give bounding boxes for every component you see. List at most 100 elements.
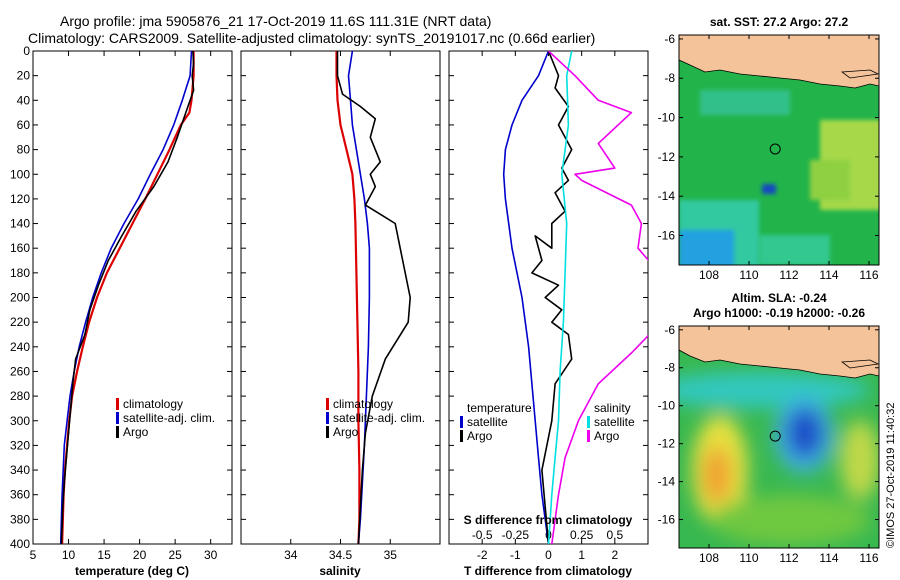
salinity-legend-swatch xyxy=(326,426,329,438)
temperature-ytick-label: 100 xyxy=(10,167,30,181)
sla-map-subtitle: Argo h1000: -0.19 h2000: -0.26 xyxy=(693,306,865,320)
temperature-ytick-label: 240 xyxy=(10,340,30,354)
difference-legend-s-label: satellite xyxy=(594,415,635,429)
sla-xtick-label: 116 xyxy=(859,551,878,565)
sst-map-title: sat. SST: 27.2 Argo: 27.2 xyxy=(710,15,849,29)
sla-java-landmass xyxy=(679,326,879,379)
sla-xtick-label: 112 xyxy=(779,551,798,565)
difference-series-s-satellite xyxy=(547,51,573,544)
sst-argo-position-marker xyxy=(769,143,781,155)
temperature-xtick-label: 30 xyxy=(204,548,218,562)
sla-map-title: Altim. SLA: -0.24 xyxy=(731,291,827,305)
temperature-ytick-label: 300 xyxy=(10,414,30,428)
temperature-xtick-label: 20 xyxy=(133,548,147,562)
temperature-ytick-label: 160 xyxy=(10,241,30,255)
temperature-ytick-label: 400 xyxy=(10,537,30,551)
sla-ytick-label: -6 xyxy=(664,323,675,337)
salinity-legend-label: Argo xyxy=(333,425,359,439)
sla-orange-core xyxy=(703,447,731,503)
sst-ytick-label: -8 xyxy=(664,71,675,85)
temperature-ytick-label: 320 xyxy=(10,438,30,452)
sla-xtick-label: 110 xyxy=(739,551,758,565)
sst-cool-patch-3 xyxy=(700,90,790,115)
sla-ytick-label: -8 xyxy=(664,361,675,375)
temperature-ytick-label: 20 xyxy=(17,69,31,83)
sst-xtick-label: 112 xyxy=(779,268,798,282)
temperature-ytick-label: 360 xyxy=(10,488,30,502)
sst-ytick-label: -6 xyxy=(664,32,675,46)
salinity-xtick-label: 35 xyxy=(384,548,398,562)
sla-ytick-label: -16 xyxy=(658,513,676,527)
sst-cool-patch-2 xyxy=(679,230,734,265)
salinity-legend-label: climatology xyxy=(333,397,393,411)
temperature-ytick-label: 280 xyxy=(10,389,30,403)
temperature-legend-label: climatology xyxy=(123,397,183,411)
difference-xlabel: T difference from climatology xyxy=(464,564,632,578)
difference-series-s-argo xyxy=(547,51,648,544)
difference-legend-s-swatch xyxy=(587,430,590,442)
temperature-ytick-label: 80 xyxy=(17,143,31,157)
temperature-ytick-label: 60 xyxy=(17,118,31,132)
temperature-ytick-label: 140 xyxy=(10,217,30,231)
difference-legend-temperature-title: temperature xyxy=(467,401,532,415)
difference-xtick-label: 2 xyxy=(611,548,618,562)
sst-xtick-label: 116 xyxy=(859,268,878,282)
sla-map-frame xyxy=(678,325,880,549)
sst-ytick-label: -16 xyxy=(658,229,676,243)
temperature-ytick-label: 180 xyxy=(10,266,30,280)
imos-credit: ©IMOS 27-Oct-2019 11:40:32 xyxy=(885,403,897,548)
difference-legend-salinity-title: salinity xyxy=(594,401,631,415)
sla-low-core xyxy=(787,408,823,458)
salinity-legend-swatch xyxy=(326,412,329,424)
difference-legend-s-swatch xyxy=(587,416,590,428)
sla-map: Altim. SLA: -0.24 Argo h1000: -0.19 h200… xyxy=(658,291,880,565)
difference-xtick-label: 1 xyxy=(578,548,585,562)
temperature-legend-label: satellite-adj. clim. xyxy=(123,411,215,425)
sla-ytick-label: -10 xyxy=(658,399,676,413)
sla-argo-position-marker xyxy=(769,430,781,442)
salinity-series-climatology xyxy=(335,51,361,544)
difference-series-t-satellite xyxy=(502,51,550,544)
difference-s-xtick-label: 0.5 xyxy=(606,528,623,542)
difference-s-axis-label: S difference from climatology xyxy=(464,513,633,527)
temperature-ytick-label: 380 xyxy=(10,512,30,526)
sla-madura-island xyxy=(840,359,879,369)
temperature-xlabel: temperature (deg C) xyxy=(75,564,189,578)
figure-title-line1: Argo profile: jma 5905876_21 17-Oct-2019… xyxy=(60,13,491,29)
salinity-legend-label: satellite-adj. clim. xyxy=(333,411,425,425)
sst-xtick-label: 114 xyxy=(819,268,838,282)
temperature-ytick-label: 120 xyxy=(10,192,30,206)
difference-legend-s-label: Argo xyxy=(594,429,620,443)
temperature-ytick-label: 340 xyxy=(10,463,30,477)
difference-s-xtick-label: 0.25 xyxy=(570,528,594,542)
sst-xtick-label: 108 xyxy=(699,268,719,282)
sst-ytick-label: -14 xyxy=(658,189,676,203)
sla-xtick-label: 108 xyxy=(699,551,719,565)
sst-madura-island xyxy=(840,69,879,79)
difference-s-xtick-label: -0.25 xyxy=(502,528,530,542)
difference-xtick-label: 0 xyxy=(545,548,552,562)
difference-xtick-label: -2 xyxy=(477,548,488,562)
temperature-ytick-label: 0 xyxy=(23,44,30,58)
temperature-legend-label: Argo xyxy=(123,425,149,439)
difference-legend-t-label: Argo xyxy=(467,429,493,443)
figure-title-line2: Climatology: CARS2009. Satellite-adjuste… xyxy=(28,30,595,46)
temperature-legend-swatch xyxy=(116,426,119,438)
sst-map: sat. SST: 27.2 Argo: 27.2 108 110 112 114 11… xyxy=(658,15,880,282)
salinity-series-argo xyxy=(336,51,412,544)
sst-warm-patch-2 xyxy=(810,160,850,200)
difference-plot-frame xyxy=(448,50,649,545)
temperature-xtick-label: 25 xyxy=(168,548,182,562)
sst-ytick-label: -10 xyxy=(658,111,676,125)
difference-xtick-label: -1 xyxy=(510,548,521,562)
temperature-xtick-label: 5 xyxy=(30,548,37,562)
temperature-legend-swatch xyxy=(116,412,119,424)
salinity-xlabel: salinity xyxy=(319,564,361,578)
sst-xtick-label: 110 xyxy=(739,268,758,282)
sst-ytick-label: -12 xyxy=(658,150,676,164)
difference-s-xtick-label: -0.5 xyxy=(472,528,493,542)
difference-legend-t-swatch xyxy=(460,416,463,428)
temperature-series-argo xyxy=(60,51,195,544)
sla-cyan-band-north xyxy=(679,372,870,408)
